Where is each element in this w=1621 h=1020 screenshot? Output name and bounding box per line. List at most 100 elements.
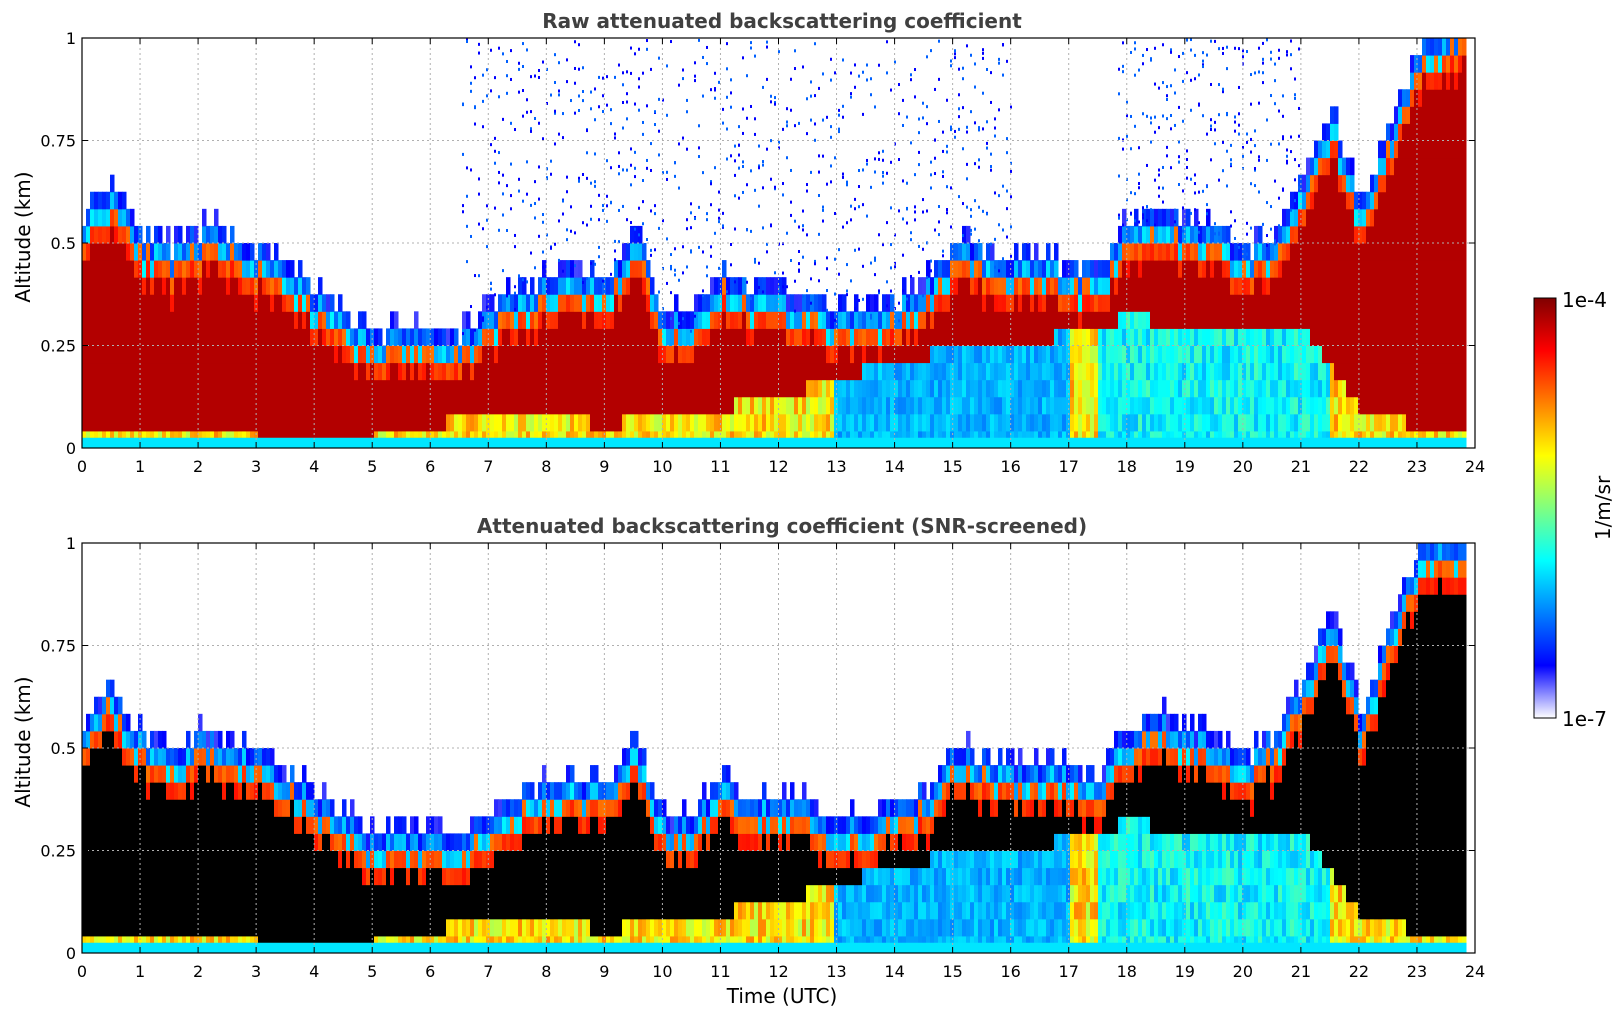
heatmap-cell xyxy=(986,345,991,364)
heatmap-cell xyxy=(854,311,859,329)
heatmap-cell xyxy=(714,362,719,381)
heatmap-cell xyxy=(238,328,243,346)
noise-speckle xyxy=(782,271,784,275)
surface-band-cell xyxy=(662,437,667,448)
noise-speckle xyxy=(462,204,464,208)
heatmap-cell xyxy=(594,345,599,364)
heatmap-cell xyxy=(166,260,171,278)
heatmap-column xyxy=(770,94,775,449)
heatmap-cell xyxy=(490,294,495,312)
heatmap-cell xyxy=(222,413,227,432)
heatmap-cell xyxy=(1254,345,1259,364)
heatmap-cell xyxy=(82,311,87,329)
heatmap-cell xyxy=(214,345,219,364)
heatmap-cell xyxy=(198,413,203,432)
noise-speckle xyxy=(786,124,788,128)
heatmap-cell xyxy=(802,345,807,364)
heatmap-cell xyxy=(834,362,839,381)
heatmap-cell xyxy=(162,294,167,312)
heatmap-cell xyxy=(154,413,159,432)
noise-speckle xyxy=(478,222,480,226)
heatmap-cell xyxy=(410,413,415,432)
heatmap-column xyxy=(1090,260,1095,449)
heatmap-cell xyxy=(1134,260,1139,278)
heatmap-cell xyxy=(534,311,539,329)
noise-speckle xyxy=(494,149,496,153)
noise-speckle xyxy=(798,121,800,125)
heatmap-cell xyxy=(522,294,527,312)
noise-speckle xyxy=(662,219,664,223)
heatmap-cell xyxy=(130,243,135,261)
noise-speckle xyxy=(1262,81,1264,85)
heatmap-cell xyxy=(866,379,871,398)
heatmap-cell xyxy=(198,345,203,364)
heatmap-cell xyxy=(1146,225,1151,244)
heatmap-cell xyxy=(614,311,619,329)
noise-speckle xyxy=(602,208,604,212)
heatmap-cell xyxy=(186,379,191,398)
heatmap-cell xyxy=(502,413,507,432)
heatmap-cell xyxy=(1150,243,1155,261)
noise-speckle xyxy=(494,206,496,210)
heatmap-cell xyxy=(838,379,843,398)
heatmap-cell xyxy=(910,277,915,295)
noise-speckle xyxy=(810,94,812,98)
heatmap-cell xyxy=(1142,328,1147,346)
surface-band-cell xyxy=(1142,437,1147,448)
noise-speckle xyxy=(738,143,740,147)
surface-band-cell xyxy=(446,437,451,448)
heatmap-cell xyxy=(1058,311,1063,329)
heatmap-cell xyxy=(1198,277,1203,295)
noise-speckle xyxy=(650,248,652,252)
heatmap-cell xyxy=(1182,328,1187,346)
noise-speckle xyxy=(998,269,1000,273)
heatmap-cell xyxy=(418,379,423,398)
heatmap-cell xyxy=(434,413,439,432)
heatmap-cell xyxy=(578,277,583,295)
heatmap-cell xyxy=(266,413,271,432)
heatmap-cell xyxy=(754,277,759,295)
heatmap-cell xyxy=(1082,311,1087,329)
heatmap-cell xyxy=(566,311,571,329)
heatmap-cell xyxy=(754,294,759,312)
heatmap-cell xyxy=(1246,277,1251,295)
noise-speckle xyxy=(630,221,632,225)
heatmap-cell xyxy=(278,311,283,329)
noise-speckle xyxy=(1166,117,1168,121)
heatmap-cell xyxy=(966,294,971,312)
noise-speckle xyxy=(1134,219,1136,223)
heatmap-column xyxy=(290,260,295,449)
noise-speckle xyxy=(870,261,872,265)
heatmap-cell xyxy=(1158,225,1163,244)
heatmap-cell xyxy=(530,328,535,346)
heatmap-cell xyxy=(638,379,643,398)
heatmap-cell xyxy=(210,294,215,312)
heatmap-cell xyxy=(1046,345,1051,364)
heatmap-cell xyxy=(1254,362,1259,381)
heatmap-cell xyxy=(1126,243,1131,261)
heatmap-cell xyxy=(570,362,575,381)
heatmap-cell xyxy=(690,328,695,346)
heatmap-cell xyxy=(726,328,731,346)
heatmap-cell xyxy=(874,294,879,312)
heatmap-cell xyxy=(98,208,103,227)
heatmap-cell xyxy=(1138,260,1143,278)
heatmap-column xyxy=(270,260,275,449)
heatmap-cell xyxy=(266,379,271,398)
noise-speckle xyxy=(1122,223,1124,227)
heatmap-cell xyxy=(786,413,791,432)
heatmap-cell xyxy=(390,379,395,398)
heatmap-cell xyxy=(1270,277,1275,295)
heatmap-cell xyxy=(754,362,759,381)
noise-speckle xyxy=(1146,114,1148,118)
heatmap-cell xyxy=(98,243,103,261)
heatmap-cell xyxy=(1006,311,1011,329)
heatmap-column xyxy=(566,58,571,449)
heatmap-cell xyxy=(1202,362,1207,381)
heatmap-cell xyxy=(654,379,659,398)
heatmap-cell xyxy=(334,345,339,364)
heatmap-cell xyxy=(1146,345,1151,364)
heatmap-cell xyxy=(1214,277,1219,295)
heatmap-cell xyxy=(778,362,783,381)
heatmap-cell xyxy=(710,311,715,329)
